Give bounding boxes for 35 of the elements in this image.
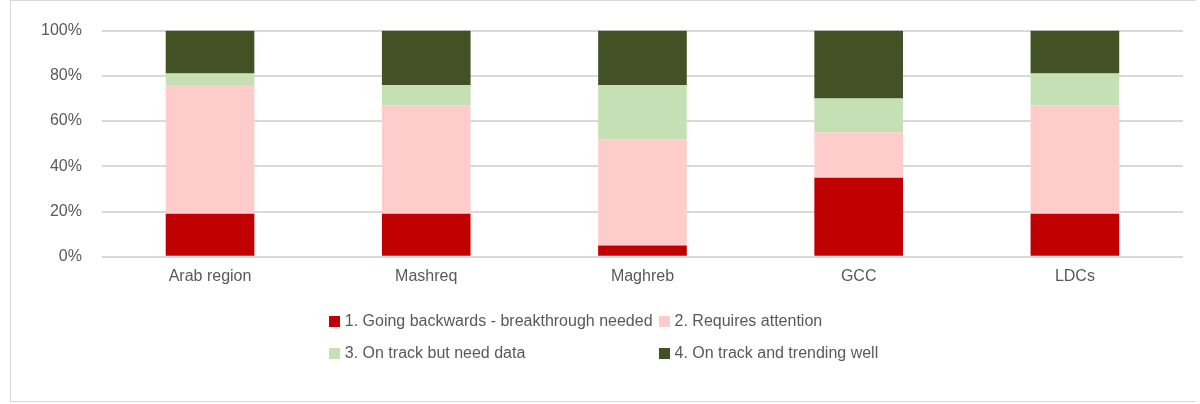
bar: [598, 30, 687, 85]
bar: [598, 84, 687, 140]
x-tick-label: Arab region: [168, 266, 252, 284]
y-tick-label: 80%: [49, 66, 82, 84]
bar: [814, 177, 903, 256]
bar: [165, 213, 255, 256]
x-tick-label: LDCs: [1054, 266, 1095, 284]
legend-label: 1. Going backwards - breakthrough needed: [344, 312, 653, 330]
y-tick-label: 0%: [58, 247, 82, 265]
bar: [381, 105, 471, 214]
x-tick-label: Mashreq: [395, 266, 458, 284]
x-tick-label: GCC: [840, 266, 877, 284]
bar: [165, 30, 255, 74]
legend-label: 2. Requires attention: [674, 312, 823, 330]
bar: [381, 30, 471, 85]
y-tick-label: 60%: [49, 111, 82, 129]
bar: [381, 84, 471, 106]
bar: [598, 139, 687, 246]
y-tick-label: 40%: [49, 156, 82, 174]
bar: [1030, 30, 1120, 74]
bar: [814, 132, 903, 178]
y-tick-label: 100%: [41, 21, 82, 39]
bar: [165, 73, 255, 85]
bar: [814, 30, 903, 99]
y-tick-label: 20%: [49, 201, 82, 219]
bar: [598, 245, 687, 256]
bar: [1030, 105, 1120, 214]
legend-label: 3. On track but need data: [344, 344, 526, 362]
bar: [814, 98, 903, 133]
bar: [1030, 213, 1120, 256]
bar: [165, 84, 255, 214]
bar: [1030, 73, 1120, 106]
legend-label: 4. On track and trending well: [674, 344, 879, 362]
bar: [381, 213, 471, 256]
x-tick-label: Maghreb: [610, 266, 675, 284]
